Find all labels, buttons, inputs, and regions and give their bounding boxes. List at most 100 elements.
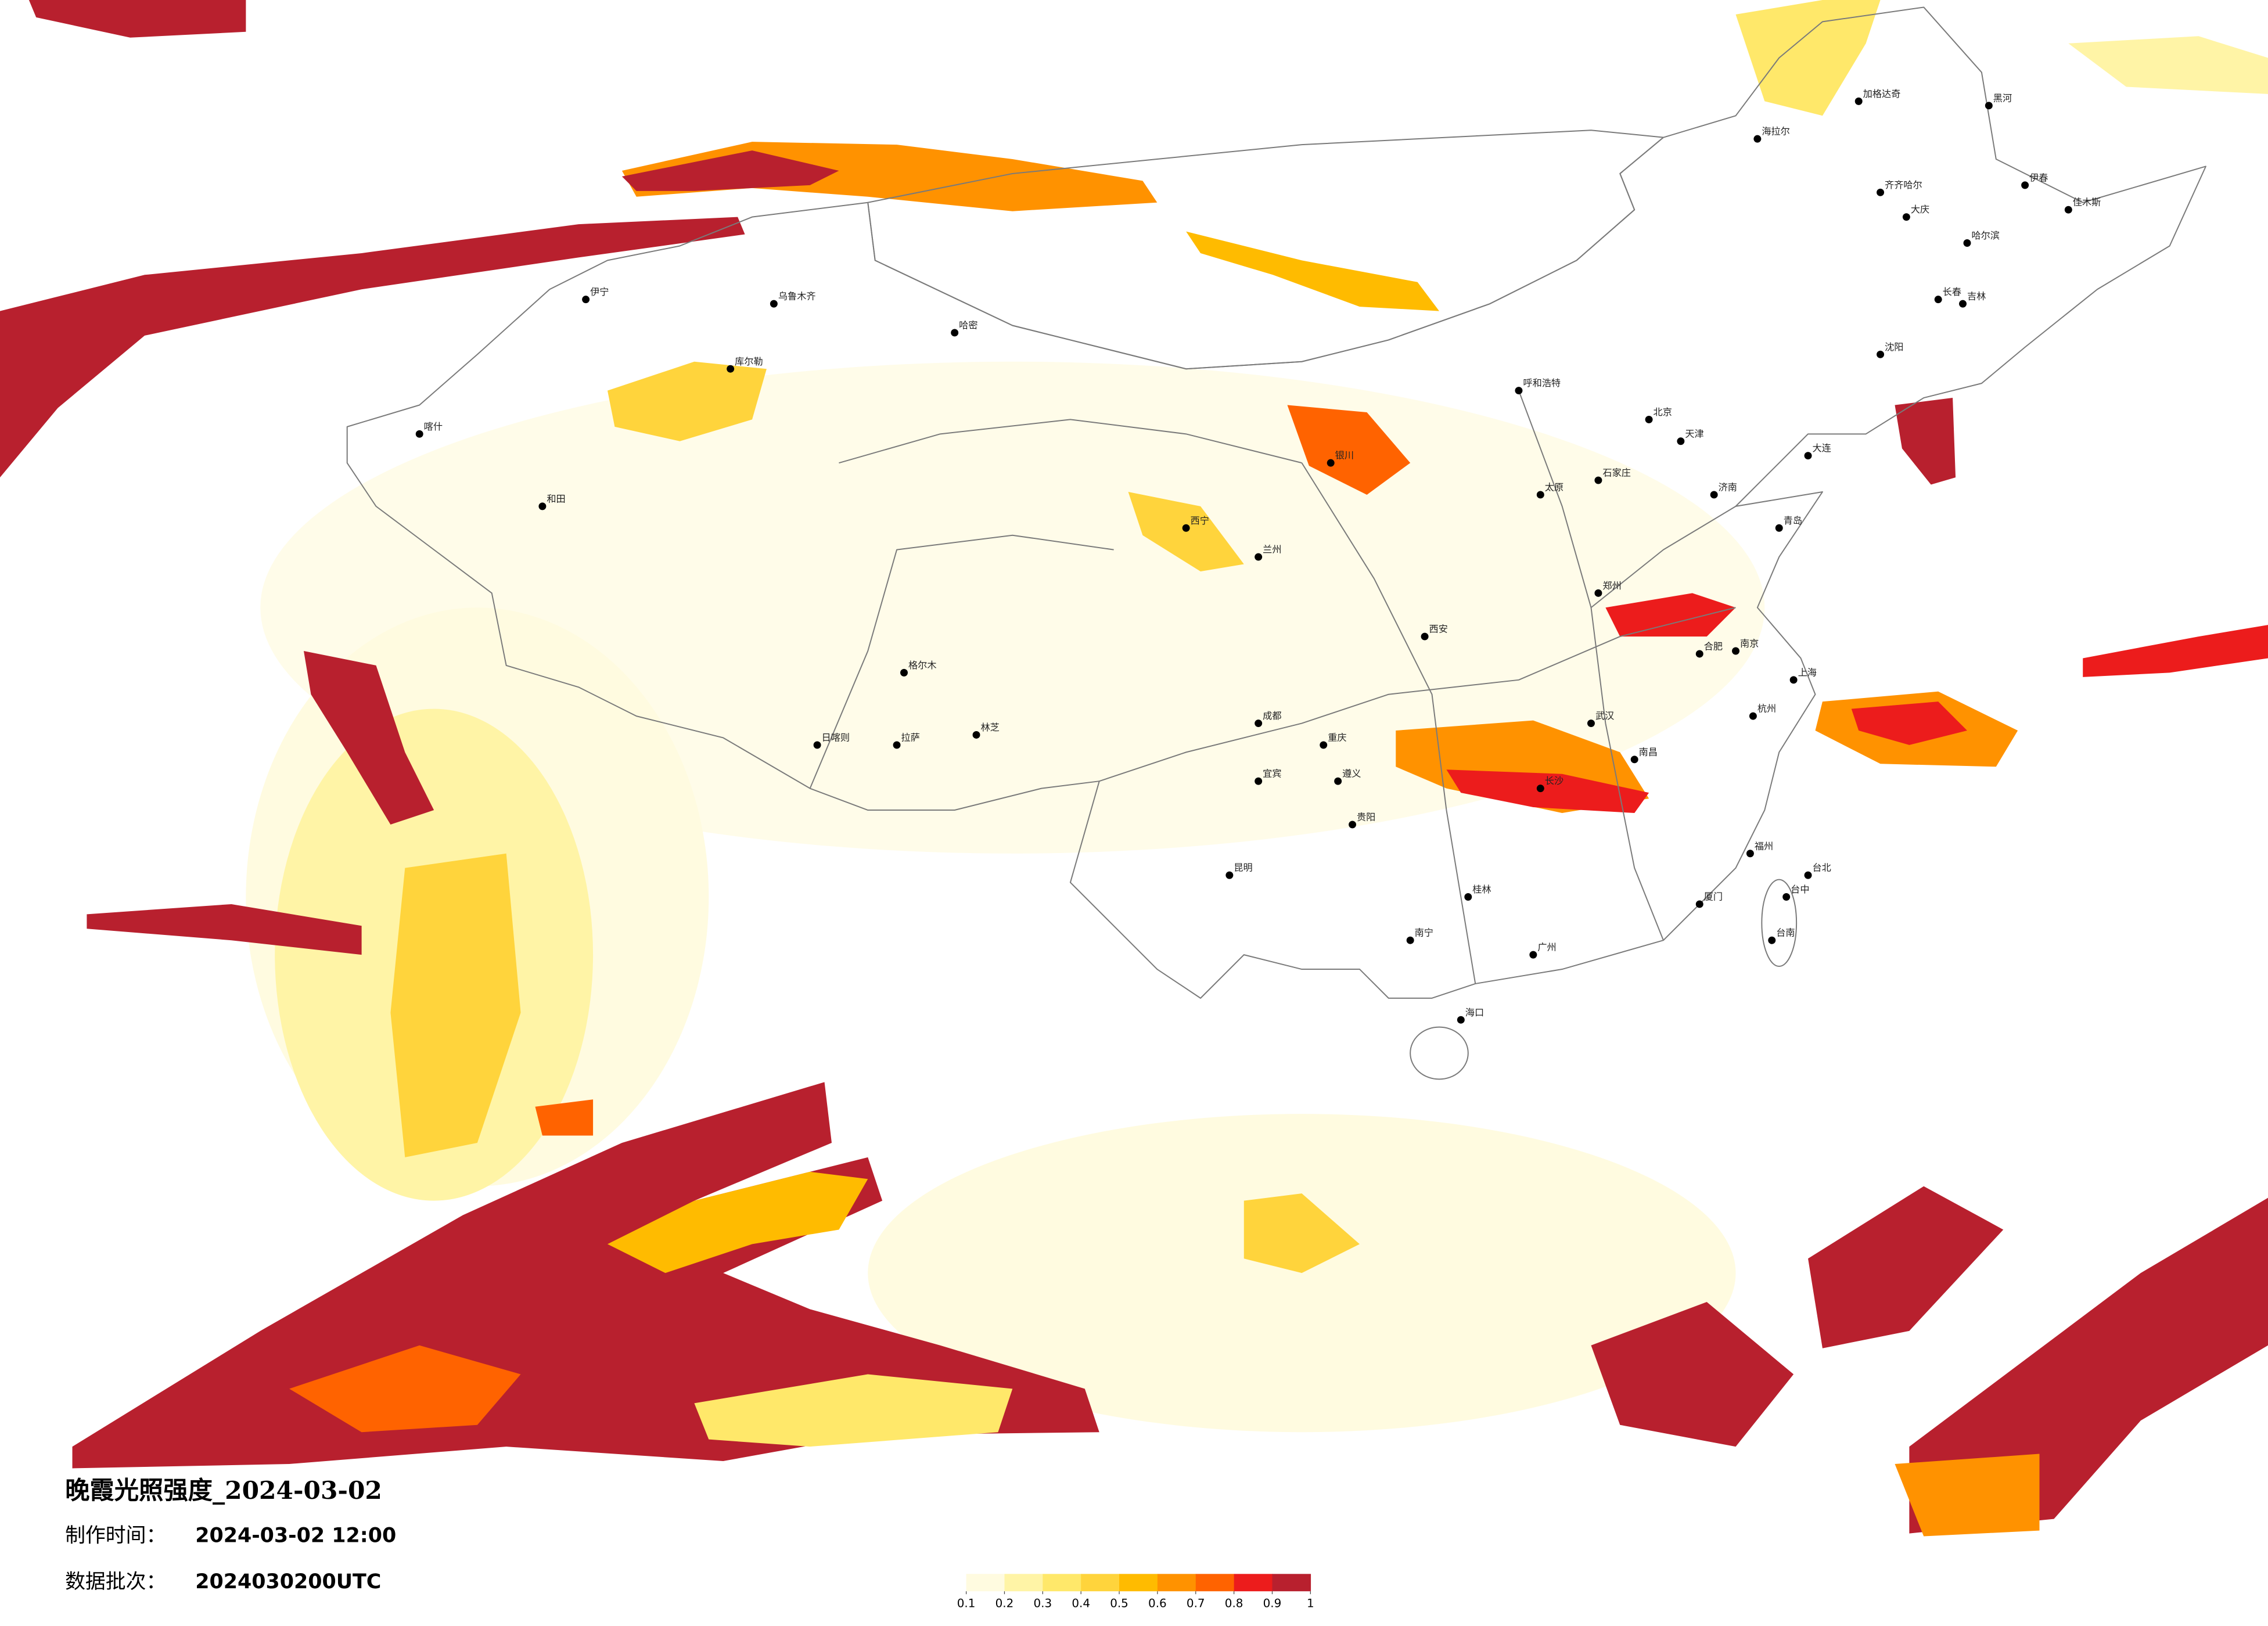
city-dot [1877, 350, 1885, 358]
city-dot [1854, 97, 1863, 105]
city-dot [1782, 893, 1791, 901]
legend-label: 0.2 [995, 1597, 1014, 1610]
city-label: 宜宾 [1263, 768, 1281, 779]
island-border [1410, 1026, 1469, 1080]
island-border [1761, 879, 1798, 967]
legend-label: 0.1 [957, 1597, 976, 1610]
city-label: 昆明 [1234, 862, 1252, 873]
city-label: 库尔勒 [735, 356, 763, 367]
city-label: 呼和浩特 [1523, 377, 1561, 388]
legend-swatch [1043, 1574, 1081, 1592]
city-label: 太原 [1545, 481, 1563, 492]
legend-swatch [1272, 1574, 1311, 1592]
city-label: 银川 [1335, 450, 1354, 461]
info-label: 制作时间： [65, 1524, 166, 1548]
city-label: 厦门 [1704, 891, 1723, 902]
city-dot [1334, 777, 1342, 785]
heat-area [535, 1099, 594, 1136]
city-label: 大连 [1813, 443, 1831, 454]
city-label: 长春 [1943, 286, 1961, 297]
city-dot [1934, 296, 1942, 304]
city-dot [1710, 491, 1718, 499]
city-label: 海拉尔 [1762, 126, 1790, 137]
heat-area [87, 904, 362, 955]
city-dot [1959, 300, 1967, 308]
city-label: 郑州 [1602, 580, 1621, 591]
legend-swatch [1195, 1574, 1235, 1592]
city-dot [1985, 102, 1993, 110]
city-dot [1789, 676, 1798, 684]
city-label: 拉萨 [901, 732, 920, 743]
city-label: 福州 [1755, 840, 1773, 851]
city-label: 伊宁 [590, 286, 609, 297]
legend-swatch [1119, 1574, 1158, 1592]
city-dot [1182, 524, 1190, 532]
city-dot [1457, 1016, 1465, 1024]
city-dot [951, 329, 959, 337]
city-label: 大庆 [1911, 204, 1929, 215]
city-dot [1749, 712, 1757, 720]
city-label: 南宁 [1415, 927, 1433, 938]
heat-area [607, 1171, 868, 1274]
city-dot [1255, 553, 1263, 561]
city-label: 台北 [1813, 862, 1831, 873]
city-dot [813, 741, 821, 749]
city-dot [1695, 900, 1703, 908]
city-dot [1753, 135, 1762, 143]
heat-area [694, 1374, 1013, 1447]
city-dot [1963, 239, 1971, 247]
city-label: 武汉 [1595, 710, 1614, 721]
city-label: 哈密 [959, 319, 977, 330]
city-dot [1320, 741, 1328, 749]
city-dot [1695, 650, 1703, 658]
heat-area [289, 1345, 521, 1433]
heat-area [1186, 231, 1439, 311]
heat-area [1287, 405, 1411, 495]
city-dot [770, 300, 778, 308]
heat-area [303, 650, 434, 825]
city-label: 佳木斯 [2073, 197, 2101, 208]
heat-area [1851, 702, 1967, 745]
city-label: 西安 [1429, 624, 1448, 635]
city-label: 伊春 [2029, 172, 2048, 183]
heat-layer [0, 0, 2268, 1537]
heat-area [2083, 625, 2268, 677]
city-label: 合肥 [1704, 641, 1723, 652]
city-dot [1515, 387, 1523, 395]
city-dot [1645, 415, 1653, 423]
city-label: 上海 [1798, 667, 1817, 678]
heat-area [1808, 1186, 2004, 1348]
city-label: 哈尔滨 [1971, 230, 2000, 241]
city-dot [1464, 893, 1472, 901]
legend-label: 0.4 [1072, 1597, 1090, 1610]
city-dot [415, 430, 423, 438]
city-label: 桂林 [1472, 884, 1491, 895]
province-border [809, 390, 1737, 984]
city-label: 广州 [1537, 942, 1556, 953]
city-label: 重庆 [1328, 732, 1346, 743]
city-label: 南昌 [1639, 746, 1658, 757]
city-dot [1902, 213, 1910, 221]
city-label: 遵义 [1342, 768, 1361, 779]
city-label: 台中 [1791, 884, 1809, 895]
heat-area [1895, 398, 1956, 485]
city-label: 喀什 [424, 421, 443, 432]
city-label: 石家庄 [1602, 467, 1631, 479]
city-label: 乌鲁木齐 [778, 291, 816, 302]
city-dot [972, 731, 980, 739]
city-label: 天津 [1685, 428, 1703, 439]
heat-area [1591, 1301, 1794, 1447]
city-dot [1746, 850, 1754, 858]
city-label: 齐齐哈尔 [1885, 179, 1922, 190]
heat-area [1909, 1197, 2268, 1534]
title: 晚霞光照强度_2024-03-02 [65, 1476, 382, 1505]
legend-label: 0.9 [1263, 1597, 1282, 1610]
city-label: 杭州 [1757, 703, 1776, 714]
city-label: 格尔木 [908, 660, 937, 671]
city-dot [900, 668, 908, 677]
city-label: 兰州 [1263, 544, 1281, 555]
city-label: 成都 [1263, 710, 1281, 721]
city-label: 沈阳 [1885, 341, 1903, 352]
